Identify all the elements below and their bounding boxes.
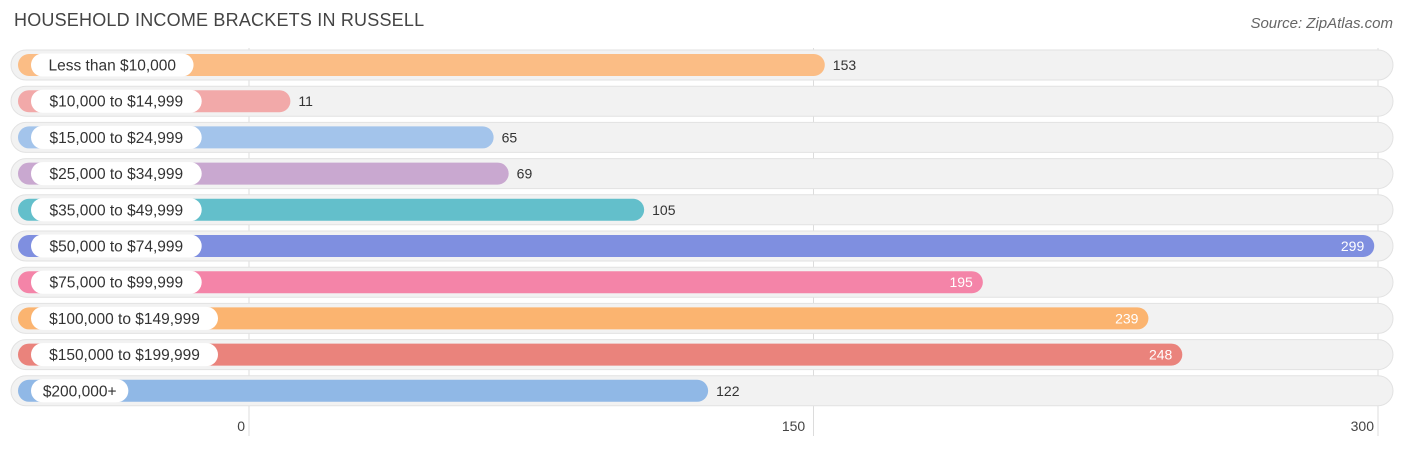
- bar: [18, 379, 709, 402]
- x-tick-label: 0: [237, 418, 245, 434]
- value-label: 105: [652, 202, 676, 218]
- bar-row: $50,000 to $74,999 299: [10, 230, 1394, 262]
- category-label-pill: [31, 162, 202, 186]
- value-label: 248: [1149, 347, 1173, 363]
- category-label-pill: [31, 234, 202, 258]
- bar: [18, 271, 983, 294]
- source-label: Source: ZipAtlas.com: [1250, 15, 1393, 32]
- value-label: 122: [716, 383, 740, 399]
- category-label-pill: [31, 89, 202, 113]
- category-label: $15,000 to $24,999: [50, 130, 184, 147]
- bar-track: [10, 85, 1394, 117]
- category-label-pill: [31, 379, 129, 403]
- value-label: 11: [298, 93, 313, 109]
- category-label-pill: [31, 125, 202, 149]
- value-label: 195: [949, 274, 973, 290]
- category-label: $25,000 to $34,999: [50, 166, 184, 183]
- category-label: $75,000 to $99,999: [50, 275, 184, 292]
- category-label: $100,000 to $149,999: [49, 311, 200, 328]
- category-label: $50,000 to $74,999: [50, 239, 184, 256]
- bar-row: $75,000 to $99,999 195: [10, 266, 1394, 298]
- category-label-pill: [31, 343, 218, 367]
- x-tick-label: 300: [1351, 418, 1375, 434]
- bar-row: $100,000 to $149,999 239: [10, 302, 1394, 334]
- chart-title: HOUSEHOLD INCOME BRACKETS IN RUSSELL: [14, 10, 425, 30]
- category-label: $10,000 to $14,999: [50, 94, 184, 111]
- value-label: 299: [1341, 238, 1365, 254]
- category-label: $150,000 to $199,999: [49, 347, 200, 364]
- category-label: Less than $10,000: [48, 58, 176, 75]
- x-tick-label: 150: [782, 418, 806, 434]
- bar-row: $150,000 to $199,999 248: [10, 339, 1394, 371]
- category-label-pill: [31, 198, 202, 222]
- bar: [18, 235, 1375, 257]
- bar-row: $10,000 to $14,999 11: [10, 85, 1394, 117]
- category-label-pill: [31, 306, 218, 330]
- bar-row: $15,000 to $24,999 65: [10, 121, 1394, 153]
- bar-row: $25,000 to $34,999 69: [10, 158, 1394, 190]
- bar-row: Less than $10,000 153: [10, 49, 1394, 81]
- category-label-pill: [31, 53, 194, 77]
- value-label: 69: [517, 166, 533, 182]
- value-label: 153: [833, 57, 857, 73]
- category-label: $200,000+: [43, 383, 117, 400]
- bar: [18, 54, 825, 76]
- bar-row: $35,000 to $49,999 105: [10, 194, 1394, 226]
- bar-row: $200,000+ 122: [10, 375, 1394, 407]
- value-label: 65: [502, 129, 518, 145]
- bar: [18, 343, 1183, 366]
- value-label: 239: [1115, 310, 1139, 326]
- category-label: $35,000 to $49,999: [50, 202, 184, 219]
- category-label-pill: [31, 270, 202, 294]
- bar: [18, 307, 1149, 330]
